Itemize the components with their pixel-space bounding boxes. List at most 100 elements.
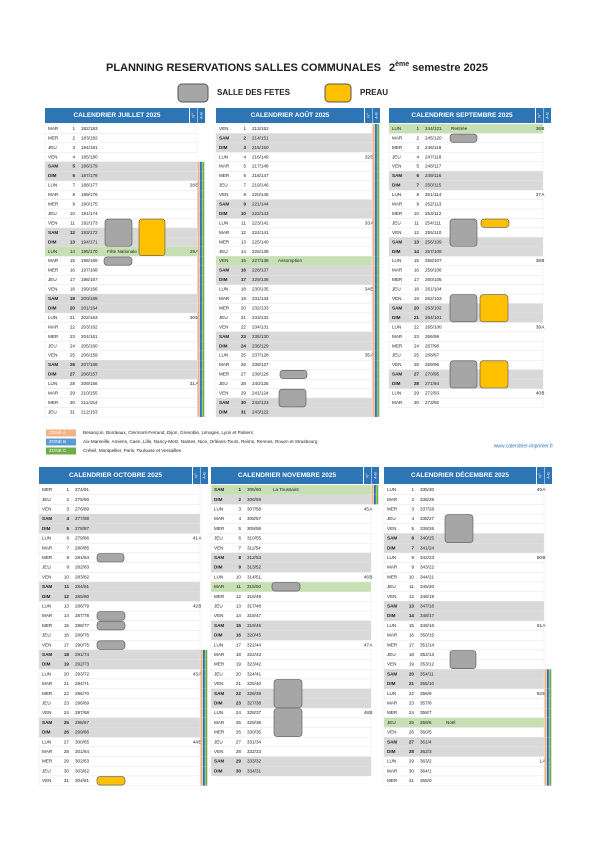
holiday-stripe — [202, 218, 205, 228]
day-number: 2 — [416, 135, 419, 140]
day-of-year: 340/25 — [420, 536, 434, 541]
day-of-year: 321/44 — [247, 642, 261, 647]
day-of-year: 211/154 — [81, 400, 98, 405]
day-name: SAM — [214, 691, 224, 696]
day-name: JEU — [214, 603, 223, 608]
reservation-preau — [138, 218, 166, 257]
holiday-stripe — [199, 350, 202, 361]
day-number: 21 — [236, 681, 242, 686]
zone-text: Besançon, Bordeaux, Clermont-Ferrand, Di… — [83, 430, 254, 435]
day-of-year: 348/17 — [420, 613, 434, 618]
day-row — [210, 766, 372, 777]
col-zone: A-B — [198, 112, 203, 119]
day-of-year: 210/155 — [81, 391, 98, 396]
day-of-year: 274/91 — [75, 487, 89, 492]
holiday-stripe — [377, 275, 380, 285]
holiday-note: Noël — [446, 720, 455, 725]
holiday-stripe — [377, 180, 380, 191]
holiday-stripe — [372, 190, 375, 200]
day-of-year: 224/141 — [252, 230, 269, 235]
day-name: VEN — [219, 126, 228, 131]
day-number: 26 — [64, 730, 70, 735]
day-of-year: 305/60 — [247, 487, 261, 492]
day-of-year: 187/178 — [81, 173, 98, 178]
holiday-stripe — [377, 190, 380, 200]
col-week: N° — [191, 113, 196, 118]
day-of-year: 269/96 — [425, 362, 439, 367]
holiday-stripe — [199, 313, 202, 323]
holiday-stripe — [200, 659, 203, 670]
day-number: 30 — [64, 768, 70, 773]
day-name: MER — [48, 334, 59, 339]
legend-label: PREAU — [360, 88, 388, 97]
day-of-year: 195/170 — [81, 249, 98, 254]
day-of-year: 278/87 — [75, 526, 89, 531]
day-number: 18 — [414, 287, 420, 292]
day-of-year: 279/86 — [75, 536, 89, 541]
day-of-year: 304/61 — [75, 778, 89, 783]
holiday-stripe — [202, 698, 205, 709]
holiday-stripe — [205, 679, 208, 689]
day-name: VEN — [392, 362, 401, 367]
day-number: 6 — [238, 536, 241, 541]
day-number: 26 — [70, 362, 76, 367]
day-row — [210, 494, 372, 505]
day-name: MER — [219, 305, 230, 310]
day-number: 11 — [70, 220, 75, 225]
day-row — [383, 775, 545, 786]
day-row — [210, 562, 372, 573]
day-name: VEN — [42, 574, 51, 579]
day-name: JEU — [219, 183, 228, 188]
day-number: 3 — [411, 506, 414, 511]
day-of-year: 360/5 — [420, 730, 432, 735]
reservation-salle — [449, 218, 478, 247]
week-zone: B — [370, 154, 373, 159]
holiday-stripe — [374, 171, 377, 181]
day-number: 5 — [72, 164, 75, 169]
day-of-year: 243/122 — [252, 409, 269, 414]
day-name: MAR — [392, 202, 403, 207]
day-name: MAR — [42, 681, 53, 686]
holiday-stripe — [202, 209, 205, 219]
day-name: SAM — [214, 487, 224, 492]
day-name: MER — [392, 211, 403, 216]
day-row — [210, 513, 372, 524]
day-number: 11 — [409, 584, 414, 589]
day-of-year: 242/123 — [252, 400, 269, 405]
reservation-salle — [278, 388, 307, 408]
holiday-stripe — [372, 265, 375, 276]
day-name: JEU — [48, 409, 57, 414]
day-of-year: 358/7 — [420, 710, 432, 715]
holiday-stripe — [377, 322, 380, 332]
day-number: 22 — [409, 691, 415, 696]
week-zone: A — [370, 353, 374, 358]
day-of-year: 183/182 — [81, 135, 98, 140]
website: www.calendrier-imprimer.fr — [494, 443, 554, 449]
day-name: DIM — [219, 211, 228, 216]
day-of-year: 221/144 — [252, 202, 269, 207]
holiday-stripe — [202, 746, 205, 757]
day-name: LUN — [48, 315, 57, 320]
day-name: JEU — [42, 565, 51, 570]
day-name: DIM — [42, 594, 51, 599]
day-number: 9 — [243, 202, 246, 207]
reservation-preau — [96, 776, 126, 786]
holiday-stripe — [377, 171, 380, 181]
week-zone: A — [195, 381, 199, 386]
holiday-stripe — [546, 737, 549, 747]
day-of-year: 249/116 — [425, 173, 442, 178]
holiday-stripe — [197, 313, 200, 323]
day-row — [388, 388, 544, 399]
holiday-stripe — [200, 679, 203, 689]
holiday-stripe — [205, 756, 208, 767]
holiday-stripe — [544, 737, 547, 747]
week-zone: B — [369, 710, 372, 715]
day-name: VEN — [214, 545, 223, 550]
holiday-stripe — [546, 766, 549, 776]
month-title: CALENDRIER NOVEMBRE 2025 — [238, 472, 337, 479]
day-of-year: 330/35 — [247, 730, 261, 735]
holiday-stripe — [546, 688, 549, 699]
day-name: VEN — [48, 353, 57, 358]
day-of-year: 258/107 — [425, 258, 442, 263]
day-number: 4 — [238, 516, 241, 521]
